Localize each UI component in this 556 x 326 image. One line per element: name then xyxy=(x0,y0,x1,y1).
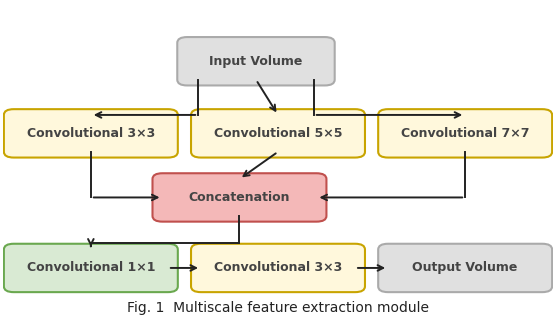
Text: Convolutional 1×1: Convolutional 1×1 xyxy=(27,261,155,274)
Text: Output Volume: Output Volume xyxy=(413,261,518,274)
FancyBboxPatch shape xyxy=(378,109,552,157)
Text: Fig. 1  Multiscale feature extraction module: Fig. 1 Multiscale feature extraction mod… xyxy=(127,301,429,315)
Text: Concatenation: Concatenation xyxy=(188,191,290,204)
FancyBboxPatch shape xyxy=(4,244,178,292)
Text: Convolutional 7×7: Convolutional 7×7 xyxy=(401,127,529,140)
FancyBboxPatch shape xyxy=(191,244,365,292)
Text: Convolutional 3×3: Convolutional 3×3 xyxy=(214,261,342,274)
FancyBboxPatch shape xyxy=(4,109,178,157)
FancyBboxPatch shape xyxy=(177,37,335,85)
Text: Input Volume: Input Volume xyxy=(209,55,302,68)
FancyBboxPatch shape xyxy=(152,173,326,222)
Text: Convolutional 5×5: Convolutional 5×5 xyxy=(214,127,342,140)
Text: Convolutional 3×3: Convolutional 3×3 xyxy=(27,127,155,140)
FancyBboxPatch shape xyxy=(378,244,552,292)
FancyBboxPatch shape xyxy=(191,109,365,157)
